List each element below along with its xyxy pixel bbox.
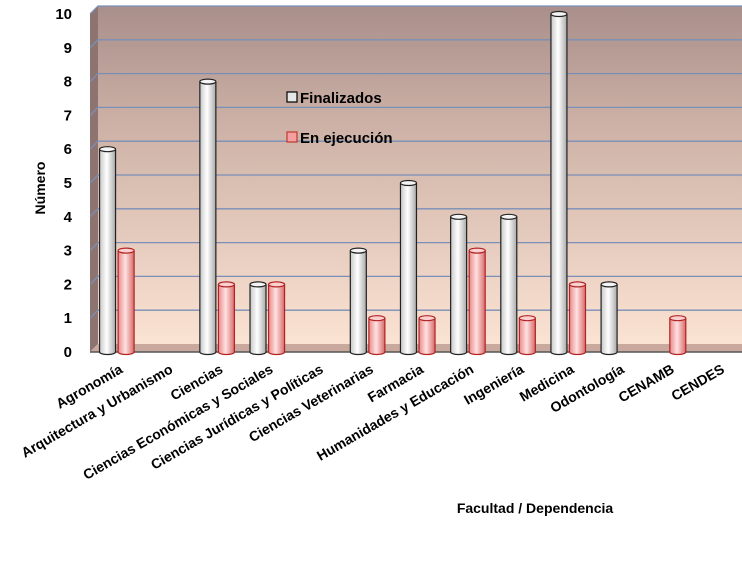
bar-body [500, 216, 518, 356]
bar-body [349, 250, 367, 356]
bar-top [600, 281, 618, 288]
bar-body [267, 284, 286, 356]
gridlines [89, 5, 742, 319]
bar-en-ejecucion [568, 281, 587, 356]
gridline [89, 208, 742, 218]
bar-top [568, 281, 587, 288]
x-tick-label: CENAMB [616, 361, 677, 406]
bar-top [550, 10, 568, 18]
legend: Finalizados En ejecución [286, 90, 393, 147]
bar-finalizados [349, 247, 367, 356]
y-tick-label: 9 [64, 40, 72, 57]
bar-top [349, 247, 367, 254]
bar-body [600, 284, 618, 356]
bar-top [368, 315, 386, 322]
bar-top [267, 281, 286, 288]
y-tick-label: 0 [64, 344, 72, 361]
bar-body [249, 284, 267, 356]
bar-en-ejecucion [468, 247, 486, 356]
y-tick-label: 4 [64, 209, 73, 226]
legend-label-en-ejecucion: En ejecución [300, 130, 393, 147]
bar-body [450, 216, 468, 356]
y-tick-label: 5 [64, 175, 72, 192]
bar-top [98, 146, 117, 153]
bar-body [568, 284, 587, 356]
legend-swatch-en-ejecucion [286, 131, 298, 143]
y-axis-ticks: 0 1 2 3 4 5 6 7 8 9 10 [55, 6, 72, 361]
bar-body [199, 81, 217, 356]
gridline [89, 5, 742, 15]
gridline [89, 174, 742, 184]
bar-finalizados [98, 146, 117, 356]
gridline [89, 39, 742, 49]
gridline [89, 140, 742, 150]
bar-top [450, 213, 468, 220]
bars [98, 10, 687, 356]
bar-en-ejecucion [518, 315, 536, 356]
y-tick-label: 7 [64, 107, 72, 124]
bar-top [117, 247, 135, 254]
bar-top [518, 315, 536, 322]
bar-top [199, 78, 217, 85]
bar-top [418, 315, 436, 322]
bar-finalizados [550, 10, 568, 356]
bar-body [98, 149, 117, 356]
gridline [89, 241, 742, 252]
bar-top [399, 179, 418, 187]
bar-finalizados [450, 213, 468, 356]
bar-top [468, 247, 486, 254]
bar-body [117, 250, 135, 356]
bar-en-ejecucion [368, 315, 386, 356]
bar-en-ejecucion [117, 247, 135, 356]
bar-finalizados [500, 213, 518, 356]
bar-finalizados [199, 78, 217, 356]
bar-body [669, 318, 687, 356]
y-tick-label: 1 [64, 310, 72, 327]
y-axis-title: Número [32, 162, 48, 215]
gridline [89, 72, 742, 83]
bar-finalizados [600, 281, 618, 356]
bar-en-ejecucion [418, 315, 436, 356]
bar-top [217, 281, 236, 288]
bar-body [368, 318, 386, 356]
y-tick-label: 6 [64, 141, 72, 158]
bar-body [418, 318, 436, 356]
y-tick-label: 2 [64, 276, 72, 293]
bar-body [550, 14, 568, 356]
bar-body [468, 250, 486, 356]
x-axis-title: Facultad / Dependencia [457, 500, 614, 516]
y-tick-label: 3 [64, 243, 72, 260]
gridline [89, 106, 742, 116]
y-tick-label: 8 [64, 74, 72, 91]
bar-body [217, 284, 236, 356]
bar-finalizados [399, 179, 418, 356]
legend-swatch-finalizados [286, 91, 298, 103]
bar-en-ejecucion [217, 281, 236, 356]
x-tick-label: CENDES [668, 361, 727, 404]
bar-top [249, 281, 267, 288]
legend-label-finalizados: Finalizados [300, 90, 382, 107]
bar-finalizados [249, 281, 267, 356]
bar-en-ejecucion [669, 315, 687, 356]
bar-body [399, 183, 418, 356]
bar-en-ejecucion [267, 281, 286, 356]
gridline [89, 275, 742, 285]
y-tick-label: 10 [55, 6, 72, 23]
bar-top [500, 213, 518, 220]
bar-top [669, 315, 687, 322]
gridline [89, 309, 742, 319]
bar-body [518, 318, 536, 356]
